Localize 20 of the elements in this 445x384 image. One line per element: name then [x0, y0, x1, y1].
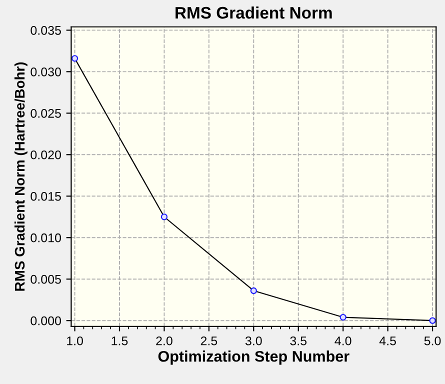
x-axis-title: Optimization Step Number [158, 350, 350, 365]
x-tick-label: 3.0 [245, 336, 262, 346]
x-tick-label: 1.0 [67, 336, 83, 346]
chart-title: RMS Gradient Norm [176, 6, 332, 19]
y-tick-label: 0.030 [30, 67, 61, 76]
y-tick-label: 0.005 [30, 274, 61, 284]
y-axis-title: RMS Gradient Norm (Hartree/Bohr) [14, 62, 28, 291]
x-tick-label: 2.5 [200, 336, 218, 346]
x-tick-label: 3.5 [290, 336, 307, 346]
x-tick-label: 1.5 [112, 336, 128, 346]
x-tick-label: 4.5 [379, 336, 396, 346]
y-tick-label: 0.000 [30, 316, 61, 326]
y-tick-label: 0.010 [30, 233, 61, 242]
y-tick-label: 0.020 [30, 150, 61, 160]
x-tick-label: 4.0 [334, 336, 352, 346]
y-tick-label: 0.015 [30, 192, 61, 201]
y-tick-label: 0.035 [30, 26, 61, 35]
y-tick-label: 0.025 [30, 108, 61, 118]
x-tick-label: 5.0 [424, 336, 441, 346]
x-tick-label: 2.0 [156, 336, 172, 346]
